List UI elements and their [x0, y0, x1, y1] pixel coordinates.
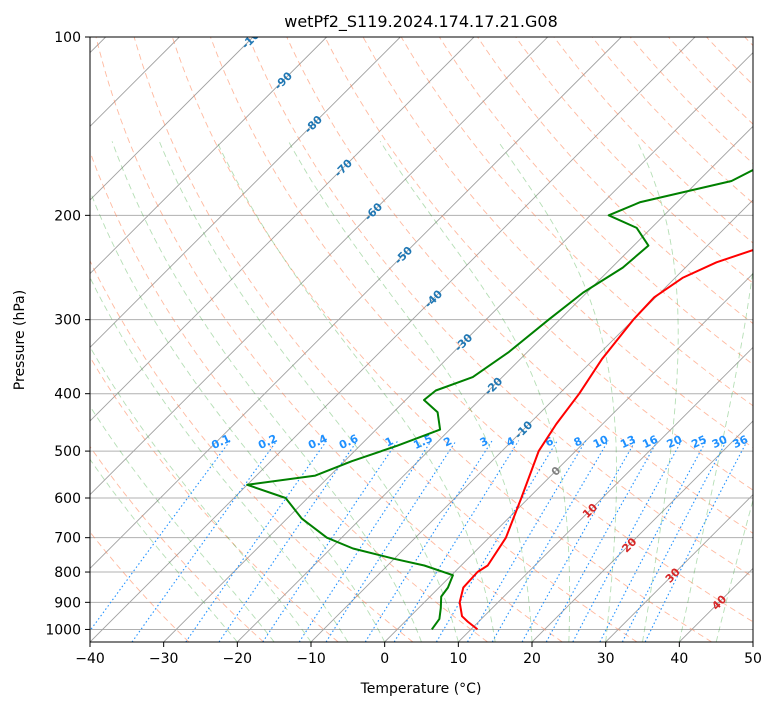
mixing-ratio-label: 3 [478, 434, 490, 449]
isotherm-line [311, 37, 775, 642]
y-axis-label: Pressure (hPa) [12, 290, 28, 390]
dry-adiabat-line [0, 37, 338, 642]
mixing-ratio-line [365, 441, 492, 642]
dry-adiabat-line [20, 37, 413, 642]
isotherm-label: -70 [332, 156, 355, 179]
dry-adiabat-line [592, 37, 775, 642]
moist-adiabat-line [716, 141, 775, 642]
mixing-ratio-line [394, 441, 519, 642]
y-tick-label: 100 [54, 30, 81, 46]
moist-adiabat-line [8, 141, 311, 642]
y-tick-label: 400 [54, 387, 81, 403]
x-tick-label: 20 [523, 651, 541, 667]
x-tick-label: 50 [744, 651, 762, 667]
x-tick-label: 10 [449, 651, 467, 667]
isotherm-line [0, 37, 400, 642]
isotherm-label: -30 [452, 331, 475, 354]
mixing-ratio-line [622, 441, 726, 642]
moist-adiabat-line [380, 141, 569, 642]
y-tick-label: 700 [54, 531, 81, 547]
y-tick-label: 900 [54, 595, 81, 611]
isotherm-line [90, 37, 695, 642]
mixing-ratio-line [82, 441, 231, 642]
mixing-ratio-label: 13 [618, 433, 637, 451]
isotherm-label: -90 [272, 69, 295, 92]
isotherm-label: -40 [422, 287, 445, 310]
x-tick-label: −20 [223, 651, 253, 667]
isotherm-label: -50 [392, 244, 415, 267]
mixing-ratio-line [186, 441, 327, 642]
y-tick-label: 500 [54, 444, 81, 460]
moist-adiabat-line [217, 141, 495, 642]
mixing-ratio-label: 20 [665, 433, 685, 451]
isotherm-line [0, 37, 327, 642]
isotherm-line [753, 37, 775, 642]
x-tick-label: 30 [597, 651, 615, 667]
isotherm-line [0, 37, 474, 642]
mixing-ratio-label: 8 [572, 434, 584, 449]
mixing-ratio-line [263, 441, 398, 642]
y-tick-label: 200 [54, 208, 81, 224]
isotherm-label: 40 [709, 592, 729, 612]
mixing-ratio-label: 10 [591, 433, 611, 451]
plot-frame [90, 37, 753, 642]
x-tick-label: −10 [296, 651, 326, 667]
isotherm-label: -20 [482, 375, 505, 398]
y-tick-label: 800 [54, 565, 81, 581]
isotherm-line [679, 37, 775, 642]
isotherm-label: 10 [580, 501, 600, 521]
y-tick-label: 600 [54, 491, 81, 507]
mixing-ratio-label: 0.2 [256, 432, 279, 452]
mixing-ratio-label: 1.5 [411, 432, 434, 452]
isotherm-label: -80 [302, 113, 325, 136]
dry-adiabat-line [668, 37, 775, 642]
dry-adiabat-line [516, 37, 775, 642]
dry-adiabat-line [554, 37, 775, 642]
mixing-ratio-line [132, 441, 277, 642]
temperature-profile-line [460, 37, 775, 629]
isotherm-line [0, 37, 253, 642]
mixing-ratio-label: 36 [731, 433, 751, 451]
x-tick-label: 40 [670, 651, 688, 667]
mixing-ratio-label: 25 [689, 433, 708, 451]
x-tick-label: −30 [149, 651, 179, 667]
isotherm-line [385, 37, 775, 642]
x-tick-label: −40 [75, 651, 105, 667]
dry-adiabat-line [0, 37, 189, 642]
dry-adiabat-line [745, 37, 775, 642]
dry-adiabat-line [707, 37, 775, 642]
x-tick-label: 0 [380, 651, 389, 667]
dry-adiabat-line [58, 37, 488, 642]
x-axis-label: Temperature (°C) [360, 681, 482, 697]
moist-adiabat-line [679, 141, 760, 642]
isotherm-label: -10 [512, 418, 535, 441]
mixing-ratio-label: 0.4 [306, 432, 329, 452]
mixing-ratio-label: 0.1 [209, 432, 232, 452]
isotherm-label: -60 [362, 200, 385, 223]
dry-adiabat-line [0, 37, 264, 642]
chart-title: wetPf2_S119.2024.174.17.21.G08 [284, 12, 558, 32]
y-tick-label: 1000 [45, 622, 81, 638]
mixing-ratio-label: 30 [710, 433, 730, 451]
mixing-ratio-label: 16 [640, 433, 660, 451]
y-tick-label: 300 [54, 313, 81, 329]
mixing-ratio-line [645, 441, 747, 642]
mixing-ratio-line [600, 441, 706, 642]
isotherm-label: 30 [663, 565, 683, 585]
dry-adiabat-line [134, 37, 637, 642]
isotherm-label: 0 [549, 464, 564, 479]
